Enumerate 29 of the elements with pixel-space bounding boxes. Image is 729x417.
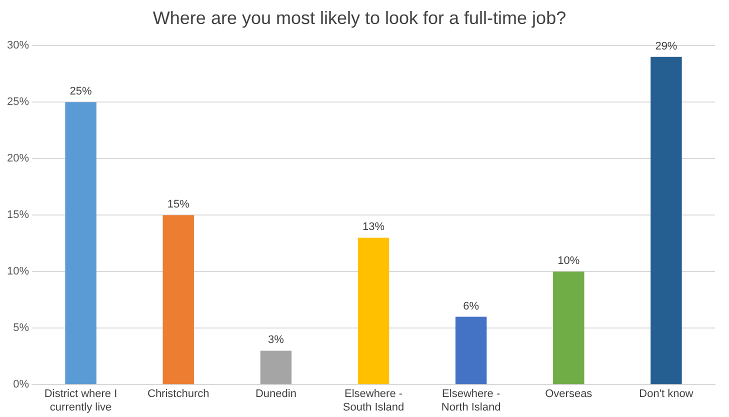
y-tick-label: 20% (6, 152, 30, 165)
x-tick-label: Overseas (545, 388, 593, 400)
bar (260, 350, 292, 384)
data-label: 3% (268, 334, 284, 346)
bar (455, 316, 487, 384)
bar (553, 272, 584, 384)
y-tick-label: 5% (13, 322, 30, 334)
bar (162, 215, 194, 384)
data-label: 29% (655, 40, 678, 52)
data-label: 10% (558, 255, 580, 268)
chart-title: Where are you most likely to look for a full-time job? (152, 8, 566, 28)
x-tick-label: Elsewhere - North Island (441, 388, 501, 414)
y-tick-label: 10% (6, 266, 30, 278)
x-tick-label: Christchurch (147, 388, 210, 400)
bar (65, 102, 96, 384)
data-label: 15% (167, 198, 190, 211)
y-tick-label: 15% (6, 209, 30, 222)
x-tick-label: District where I currently live (44, 388, 118, 414)
x-tick-label: Elsewhere - South Island (342, 388, 404, 414)
y-tick-label: 25% (6, 96, 30, 108)
y-tick-label: 0% (13, 378, 30, 391)
y-tick-label: 30% (6, 40, 30, 52)
bar (358, 238, 390, 384)
data-label: 25% (70, 86, 92, 98)
data-label: 13% (362, 221, 385, 234)
data-label: 6% (463, 300, 480, 312)
bar (650, 56, 682, 384)
x-tick-label: Don't know (639, 388, 694, 400)
x-tick-label: Dunedin (255, 388, 296, 400)
